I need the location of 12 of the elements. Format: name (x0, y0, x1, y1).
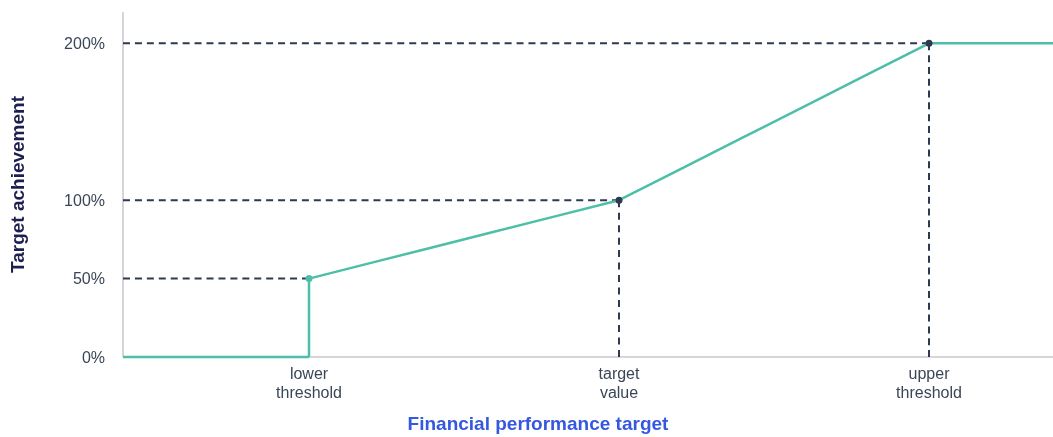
y-axis-title: Target achievement (7, 95, 28, 274)
point (925, 39, 933, 47)
point (615, 196, 623, 204)
y-tick-label: 100% (64, 191, 105, 209)
y-tick-label: 200% (64, 34, 105, 52)
y-tick-label: 0% (81, 348, 105, 366)
point (305, 275, 313, 283)
y-tick-label: 50% (72, 270, 105, 288)
x-tick-label: target value (598, 365, 641, 401)
x-tick-label: lower threshold (276, 365, 342, 401)
x-tick-label: upper threshold (896, 365, 962, 401)
x-axis-title: Financial performance target (407, 413, 670, 434)
